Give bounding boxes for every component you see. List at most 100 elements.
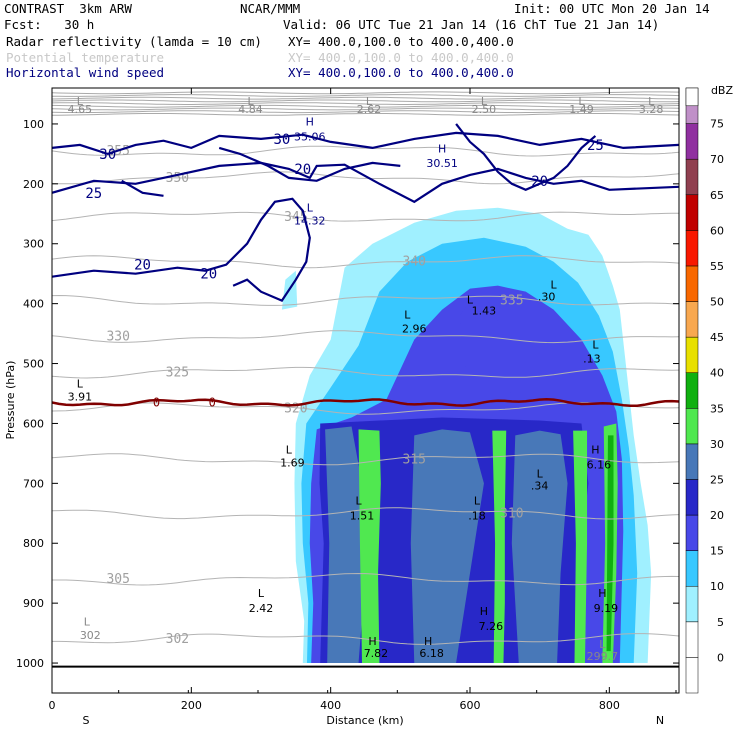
y-tick-label: 100: [23, 118, 44, 131]
reflectivity-fill: [281, 207, 652, 664]
extremum-annotation: L: [592, 339, 599, 352]
x-tick-label: 800: [599, 699, 620, 712]
colorbar-label: 25: [710, 473, 724, 486]
freezing-level-label: 0: [153, 395, 160, 409]
theta-contour-line: [52, 171, 679, 185]
extremum-annotation: 4.65: [68, 103, 93, 116]
theta-contour-line: [52, 113, 679, 116]
colorbar-label: 30: [710, 438, 724, 451]
colorbar-swatch: [685, 336, 699, 373]
colorbar-swatch: [685, 479, 699, 516]
extremum-annotation: 6.16: [587, 458, 612, 471]
extremum-annotation: 1.69: [280, 457, 305, 470]
colorbar-swatch: [685, 123, 699, 160]
field-xy-theta: XY= 400.0,100.0 to 400.0,400.0: [288, 50, 514, 65]
y-tick-label: 400: [23, 298, 44, 311]
field-name-reflectivity: Radar reflectivity (lamda = 10 cm): [6, 34, 262, 49]
theta-contour-line: [52, 255, 679, 269]
x-tick-label: 0: [49, 699, 56, 712]
extremum-annotation: H: [598, 587, 606, 600]
wind-contour-label: 30: [99, 147, 116, 163]
extremum-annotation: L: [286, 443, 293, 456]
init-time: Init: 00 UTC Mon 20 Jan 14: [514, 1, 710, 16]
wind-contour-label: 20: [200, 267, 217, 283]
model-title: CONTRAST 3km ARW: [4, 1, 132, 16]
x-end-label-south: S: [83, 714, 90, 727]
theta-contour-line: [52, 110, 679, 114]
wind-contour-label: 30: [273, 132, 290, 148]
field-xy-wind: XY= 400.0,100.0 to 400.0,400.0: [288, 65, 514, 80]
extremum-annotation: 2.62: [357, 103, 382, 116]
theta-contour-label: 325: [166, 366, 189, 381]
extremum-annotation: H: [306, 116, 314, 129]
extremum-annotation: .18: [468, 509, 486, 522]
field-name-wind: Horizontal wind speed: [6, 65, 165, 80]
y-tick-label: 900: [23, 597, 44, 610]
y-tick-label: 1000: [16, 657, 44, 670]
theta-contour-line: [52, 453, 679, 466]
reflectivity-core-35dbz: [606, 435, 614, 652]
theta-contour-line: [52, 99, 679, 103]
extremum-annotation: .34: [531, 479, 549, 492]
colorbar-label: 65: [710, 189, 724, 202]
reflectivity-band-30dbz: [492, 430, 507, 664]
y-tick-label: 200: [23, 178, 44, 191]
extremum-annotation: 299.7: [587, 650, 619, 663]
theta-contour-label: 302: [166, 632, 189, 647]
extremum-annotation: 3.28: [639, 103, 664, 116]
extremum-annotation: 2.42: [249, 602, 274, 615]
extremum-annotation: L: [247, 95, 254, 108]
colorbar-label: 45: [710, 331, 724, 344]
extremum-annotation: L: [355, 494, 362, 507]
extremum-annotation: L: [84, 615, 91, 628]
extremum-annotation: L: [599, 638, 606, 651]
plot-frame: [51, 87, 680, 694]
colorbar-swatch: [685, 443, 699, 480]
extremum-annotation: H: [591, 443, 599, 456]
theta-contour-line: [52, 366, 679, 379]
colorbar-swatch: [685, 87, 699, 107]
extremum-annotation: H: [424, 635, 432, 648]
organization: NCAR/MMM: [240, 1, 301, 16]
y-tick-label: 700: [23, 477, 44, 490]
theta-contour-line: [52, 507, 679, 520]
wind-contour-20: [218, 146, 401, 182]
colorbar: 0 5 10 15 20 25 30 35 40 45 50 55 60 65 70 75: [685, 87, 724, 694]
wind-contour-25: [52, 161, 679, 204]
extremum-annotation: 9.19: [594, 602, 619, 615]
theta-contour-line: [52, 294, 679, 306]
colorbar-label: 20: [710, 509, 724, 522]
colorbar-swatch: [685, 408, 699, 445]
colorbar-swatch: [685, 372, 699, 409]
theta-contour-line: [52, 94, 679, 97]
extremum-annotation: 1.51: [350, 509, 375, 522]
x-tick-label: 600: [460, 699, 481, 712]
wind-contours: 30 30 25 25 20 20 20 20: [52, 123, 679, 302]
colorbar-label: 35: [710, 402, 724, 415]
x-axis-label: Distance (km): [326, 714, 403, 727]
extremum-annotation: 7.26: [479, 620, 504, 633]
extremum-annotation: L: [366, 95, 373, 108]
colorbar-label: 5: [717, 616, 724, 629]
extremum-annotation: L: [481, 95, 488, 108]
extremum-annotation: L: [77, 378, 84, 391]
colorbar-swatch: [685, 657, 699, 694]
wind-contour-25: [121, 179, 164, 197]
extremum-annotation: 2.50: [472, 103, 497, 116]
x-tick-label: 200: [181, 699, 202, 712]
theta-contour-label: 335: [500, 294, 523, 309]
x-tick-label: 400: [320, 699, 341, 712]
theta-contour-line: [52, 104, 679, 108]
forecast-hour: Fcst: 30 h: [4, 17, 95, 32]
reflectivity-core-upper: [459, 297, 512, 418]
y-tick-label: 800: [23, 537, 44, 550]
wind-contour-label: 20: [134, 258, 151, 274]
extremum-annotation: L: [258, 587, 265, 600]
colorbar-label: 15: [710, 545, 724, 558]
colorbar-swatch: [685, 230, 699, 267]
theta-contour-label: 340: [403, 255, 426, 270]
theta-contour-line: [52, 330, 679, 344]
extremum-annotation: H: [480, 605, 488, 618]
